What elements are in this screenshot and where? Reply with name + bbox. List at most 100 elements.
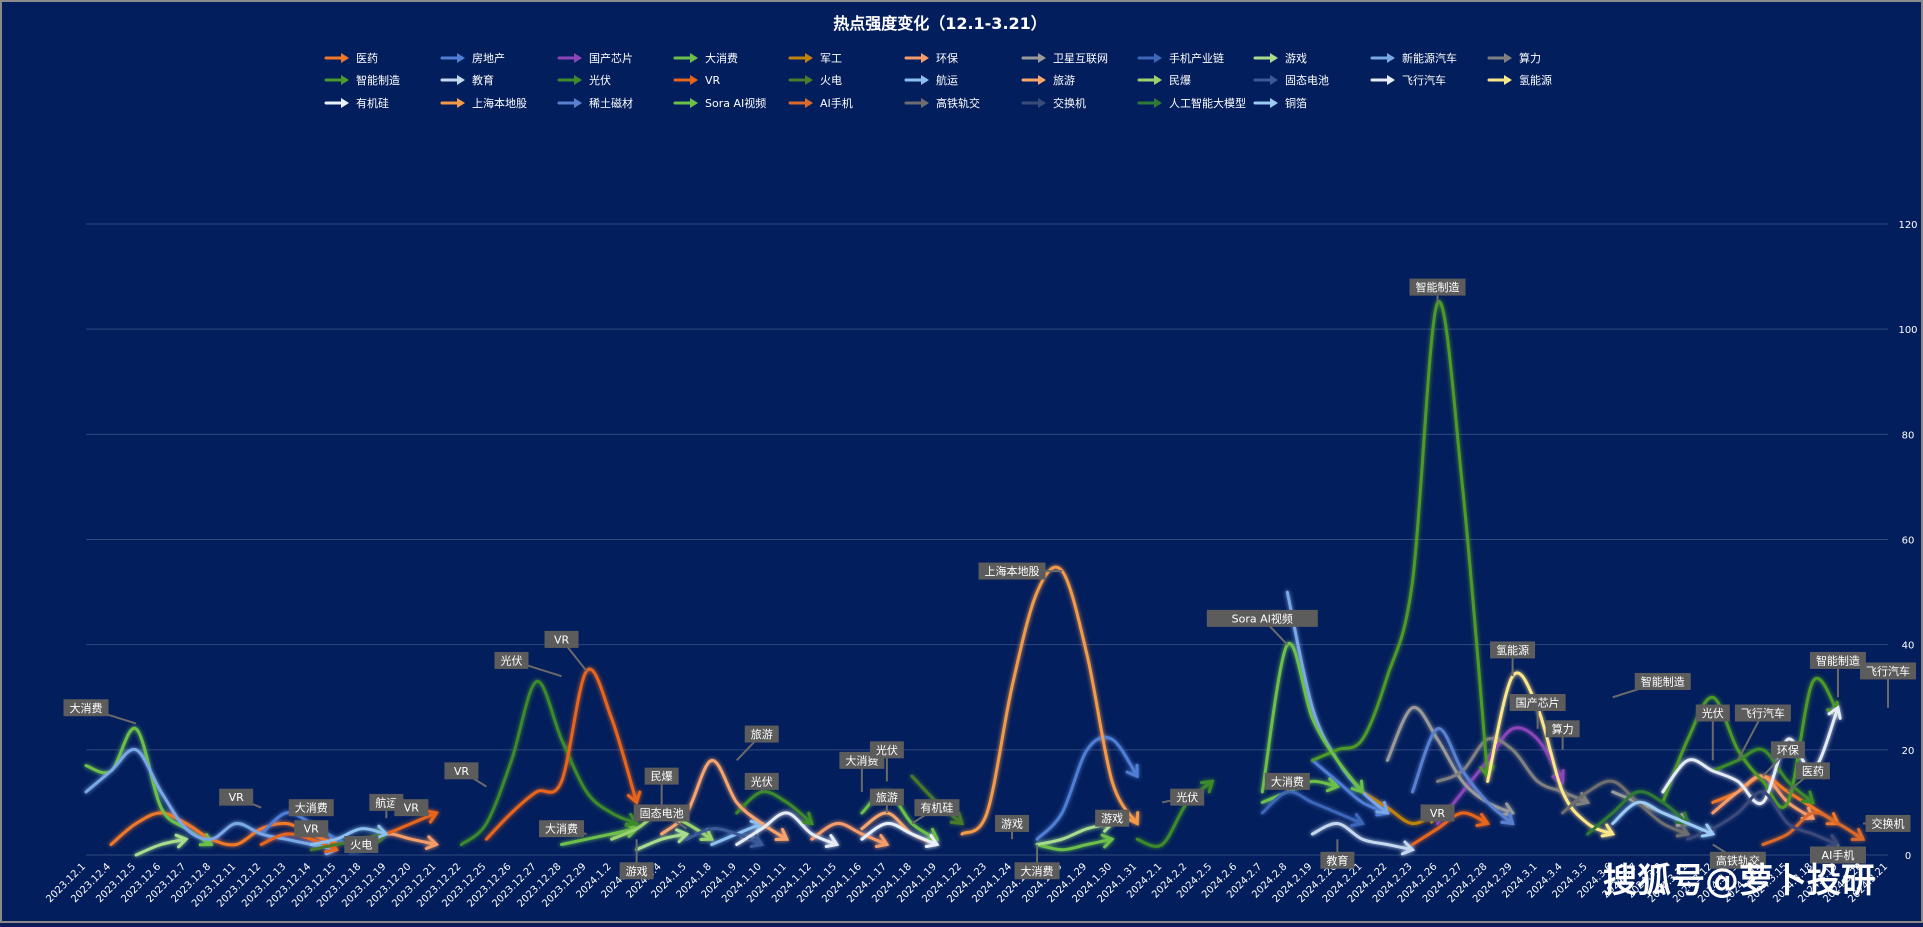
annotation-label: VR [1430, 807, 1446, 820]
legend-arrow-icon [574, 53, 582, 63]
legend-item[interactable]: 高铁轨交 [904, 96, 980, 110]
legend-item[interactable]: 固态电池 [1253, 74, 1329, 87]
series-segment [735, 790, 814, 825]
legend-item[interactable]: AI手机 [788, 96, 853, 110]
legend-arrow-icon [805, 75, 813, 85]
legend-item[interactable]: 大消费 [673, 51, 738, 65]
annotation: VR [444, 762, 487, 788]
annotation: VR [544, 630, 588, 672]
legend-item[interactable]: 游戏 [1253, 52, 1307, 65]
legend-arrow-icon [1270, 75, 1278, 85]
annotation-label: 上海本地股 [985, 564, 1040, 578]
annotation: 大消费 [1014, 844, 1060, 880]
legend-item[interactable]: 火电 [788, 74, 842, 87]
annotation: AI手机 [1809, 844, 1866, 864]
legend-item[interactable]: 旅游 [1021, 73, 1075, 87]
legend-item[interactable]: 新能源汽车 [1370, 51, 1457, 65]
annotation-box [1860, 662, 1916, 680]
legend-item[interactable]: 军工 [788, 52, 842, 65]
legend-item[interactable]: 交换机 [1021, 96, 1086, 110]
annotation-box [444, 762, 479, 780]
series-segment [860, 821, 939, 846]
legend-item[interactable]: 稀土磁材 [557, 96, 633, 110]
annotation-label: VR [229, 791, 245, 804]
legend-item[interactable]: 医药 [324, 52, 378, 65]
annotation: 游戏 [995, 814, 1030, 840]
legend-label: Sora AI视频 [705, 96, 766, 110]
legend-item[interactable]: VR [673, 74, 721, 87]
series-segment [1761, 811, 1865, 846]
legend-item[interactable]: 人工智能大模型 [1137, 96, 1246, 110]
legend-arrow-icon [690, 75, 698, 85]
annotation-box [1206, 609, 1318, 627]
annotation: 医药 [1787, 762, 1830, 793]
legend-item[interactable]: 民爆 [1137, 73, 1191, 87]
legend-item[interactable]: 铜箔 [1253, 96, 1307, 110]
annotation-label: 游戏 [626, 865, 648, 878]
annotation-label: Sora AI视频 [1232, 611, 1293, 625]
annotation: Sora AI视频 [1206, 609, 1318, 646]
series-arrow-icon [799, 811, 814, 826]
legend-item[interactable]: 光伏 [557, 73, 611, 87]
legend-arrow-icon [1038, 53, 1046, 63]
legend-item[interactable]: 上海本地股 [440, 96, 527, 110]
annotation: VR [394, 799, 429, 817]
annotation: 火电 [344, 835, 379, 853]
series-arrow-icon [774, 827, 790, 841]
series-segment [309, 827, 388, 846]
legend-item[interactable]: 算力 [1487, 51, 1541, 65]
series-segment [1310, 758, 1389, 815]
legend-arrow-icon [1387, 75, 1395, 85]
annotation-box [544, 630, 579, 648]
legend-label: 飞行汽车 [1402, 73, 1446, 87]
y-tick-label: 80 [1902, 430, 1915, 441]
series-arrow-icon [675, 828, 690, 844]
annotation: 大消费 [1264, 772, 1310, 792]
legend-arrow-icon [574, 98, 582, 108]
legend-item[interactable]: 飞行汽车 [1370, 73, 1446, 87]
series-segment [1611, 800, 1715, 836]
series-arrow-icon [1500, 802, 1516, 817]
annotation-label: 算力 [1552, 722, 1574, 736]
legend-item[interactable]: 航运 [904, 73, 958, 87]
legend-arrow-icon [1154, 75, 1162, 85]
legend-item[interactable]: 教育 [440, 73, 494, 87]
series-segment [384, 811, 438, 836]
annotation-label: 旅游 [876, 790, 898, 804]
series-line [1260, 641, 1365, 795]
series-segment [484, 667, 639, 841]
legend-item[interactable]: 卫星互联网 [1021, 52, 1108, 65]
series-segment [810, 821, 889, 846]
series-arrow-icon [1500, 811, 1515, 826]
annotation-label: 大消费 [545, 822, 578, 836]
legend-item[interactable]: 手机产业链 [1137, 51, 1224, 65]
series-segment [459, 680, 639, 846]
y-tick-label: 100 [1898, 325, 1917, 336]
series-arrow-icon [424, 835, 440, 850]
annotation: 光伏 [494, 651, 562, 678]
series-arrow-icon [424, 809, 439, 824]
legend-item[interactable]: 国产芯片 [557, 51, 633, 65]
legend-item[interactable]: 有机硅 [324, 96, 389, 110]
series-arrow-icon [626, 790, 642, 805]
annotation-label: AI手机 [1822, 848, 1855, 862]
legend-label: 教育 [472, 73, 494, 87]
series-arrow-icon [1325, 777, 1341, 793]
annotation-label: 国产芯片 [1516, 696, 1560, 710]
annotation-box [995, 814, 1030, 832]
annotation-label: 火电 [350, 838, 372, 851]
annotation-label: 游戏 [1101, 812, 1123, 825]
legend-label: 光伏 [589, 73, 611, 87]
annotation-box [1095, 809, 1130, 827]
legend-item[interactable]: 智能制造 [324, 73, 400, 87]
annotation-box [1014, 862, 1060, 880]
annotation-box [1420, 804, 1455, 822]
y-tick-label: 60 [1902, 536, 1915, 547]
legend-item[interactable]: Sora AI视频 [673, 96, 766, 110]
legend-item[interactable]: 氢能源 [1487, 73, 1552, 87]
legend-item[interactable]: 环保 [904, 51, 958, 65]
series-arrow-icon [1600, 823, 1616, 838]
series-arrow-icon [1200, 779, 1215, 794]
legend-item[interactable]: 房地产 [440, 51, 505, 65]
